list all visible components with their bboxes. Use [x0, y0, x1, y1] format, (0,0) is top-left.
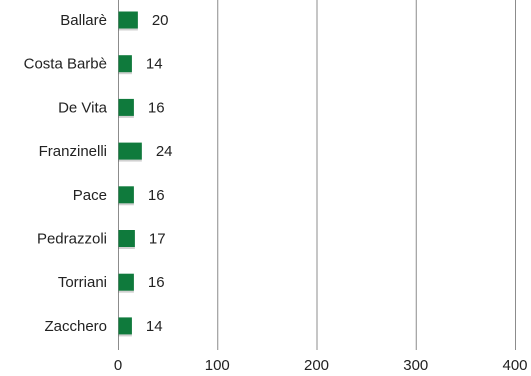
bar-6: [118, 273, 134, 291]
category-label: Franzinelli: [39, 143, 107, 160]
x-tick-label-300: 300: [403, 357, 428, 374]
category-label: Ballarè: [60, 12, 107, 29]
x-tick-label-400: 400: [502, 357, 527, 374]
category-label: Pedrazzoli: [37, 231, 107, 248]
bar-0: [118, 11, 138, 29]
bar-1: [118, 55, 132, 73]
bar-7: [118, 317, 132, 335]
value-label: 14: [146, 56, 163, 73]
value-label: 16: [148, 187, 165, 204]
gridlines: [118, 0, 516, 350]
x-tick-label-200: 200: [304, 357, 329, 374]
value-label: 14: [146, 318, 163, 335]
x-tick-label-100: 100: [205, 357, 230, 374]
x-tick-label-0: 0: [114, 357, 122, 374]
category-label: De Vita: [58, 99, 108, 116]
value-label: 20: [152, 12, 169, 29]
value-label: 17: [149, 231, 166, 248]
bar-3: [118, 142, 142, 160]
bars: [118, 11, 142, 337]
value-label: 24: [156, 143, 173, 160]
category-label: Zacchero: [44, 318, 107, 335]
bar-5: [118, 230, 135, 247]
category-label: Torriani: [58, 274, 107, 291]
value-label: 16: [148, 99, 165, 116]
bar-2: [118, 98, 134, 116]
bar-4: [118, 186, 134, 204]
category-label: Pace: [73, 187, 107, 204]
value-label: 16: [148, 274, 165, 291]
category-label: Costa Barbè: [24, 56, 107, 73]
labels: 0 100 200 300 400 Ballarè 20 Costa Barbè 14 De Vi…: [24, 12, 528, 374]
